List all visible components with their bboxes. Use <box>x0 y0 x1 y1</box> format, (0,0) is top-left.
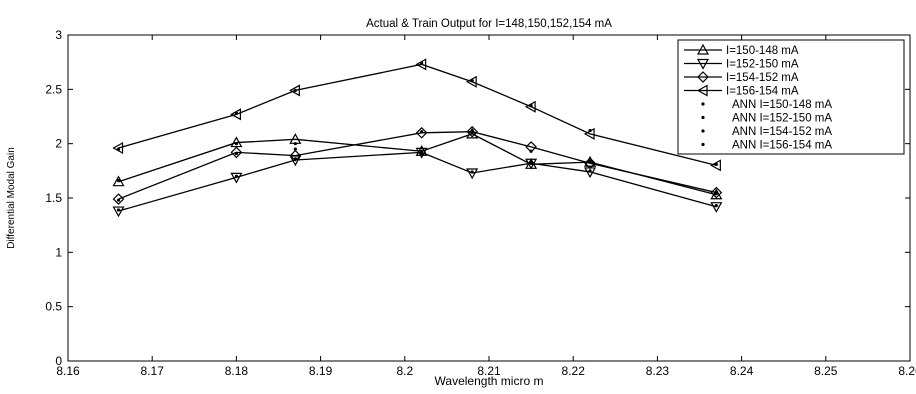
x-tick-label: 8.2 <box>396 364 413 378</box>
x-tick-label: 8.23 <box>646 364 670 378</box>
dot-marker <box>530 161 533 164</box>
x-tick-label: 8.25 <box>814 364 838 378</box>
dot-marker <box>715 163 718 166</box>
chart-title: Actual & Train Output for I=148,150,152,… <box>366 18 612 30</box>
x-tick-label: 8.18 <box>225 364 249 378</box>
y-axis-label: Differential Modal Gain <box>6 147 17 249</box>
dot-marker <box>588 129 591 132</box>
y-tick-label: 1 <box>55 245 62 259</box>
dot-marker <box>117 179 120 182</box>
dot-marker <box>701 116 704 119</box>
legend-label: ANN I=156-154 mA <box>732 140 832 152</box>
x-tick-label: 8.21 <box>477 364 501 378</box>
dot-marker <box>715 191 718 194</box>
legend-label: ANN I=154-152 mA <box>732 126 832 138</box>
dot-marker <box>701 143 704 146</box>
x-tick-label: 8.19 <box>309 364 333 378</box>
dot-marker <box>701 129 704 132</box>
dot-marker <box>420 152 423 155</box>
x-tick-label: 8.22 <box>562 364 586 378</box>
x-tick-label: 8.24 <box>730 364 754 378</box>
dot-marker <box>715 204 718 207</box>
dot-marker <box>117 148 120 151</box>
legend-label: ANN I=150-148 mA <box>732 99 832 111</box>
x-tick-label: 8.26 <box>898 364 916 378</box>
dot-marker <box>471 79 474 82</box>
dot-marker <box>294 148 297 151</box>
legend: I=150-148 mA I=152-150 mAI=154-152 mA I=15… <box>678 40 904 154</box>
legend-label: I=152-150 mA <box>726 59 799 71</box>
dot-marker <box>420 62 423 65</box>
y-tick-label: 2.5 <box>45 82 62 96</box>
y-tick-label: 2 <box>55 137 62 151</box>
dot-marker <box>117 199 120 202</box>
dot-marker <box>588 169 591 172</box>
dot-marker <box>117 208 120 211</box>
y-tick-label: 0.5 <box>45 300 62 314</box>
dot-marker <box>530 150 533 153</box>
legend-label: I=156-154 mA <box>726 86 799 98</box>
dot-marker <box>530 104 533 107</box>
legend-label: ANN I=152-150 mA <box>732 113 832 125</box>
legend-label: I=154-152 mA <box>726 72 799 84</box>
y-tick-label: 0 <box>55 354 62 368</box>
dot-marker <box>235 112 238 115</box>
dot-marker <box>294 142 297 145</box>
dot-marker <box>294 89 297 92</box>
y-tick-label: 3 <box>55 28 62 42</box>
dot-marker <box>471 170 474 173</box>
y-tick-label: 1.5 <box>45 191 62 205</box>
dot-marker <box>235 152 238 155</box>
dot-marker <box>235 175 238 178</box>
dot-marker <box>701 102 704 105</box>
dot-marker <box>588 161 591 164</box>
dot-marker <box>420 130 423 133</box>
dot-marker <box>294 157 297 160</box>
x-tick-label: 8.17 <box>141 364 165 378</box>
dot-marker <box>471 129 474 132</box>
legend-label: I=150-148 mA <box>726 45 799 57</box>
dot-marker <box>235 142 238 145</box>
